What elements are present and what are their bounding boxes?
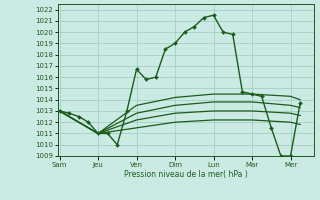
X-axis label: Pression niveau de la mer( hPa ): Pression niveau de la mer( hPa ) <box>124 170 247 179</box>
